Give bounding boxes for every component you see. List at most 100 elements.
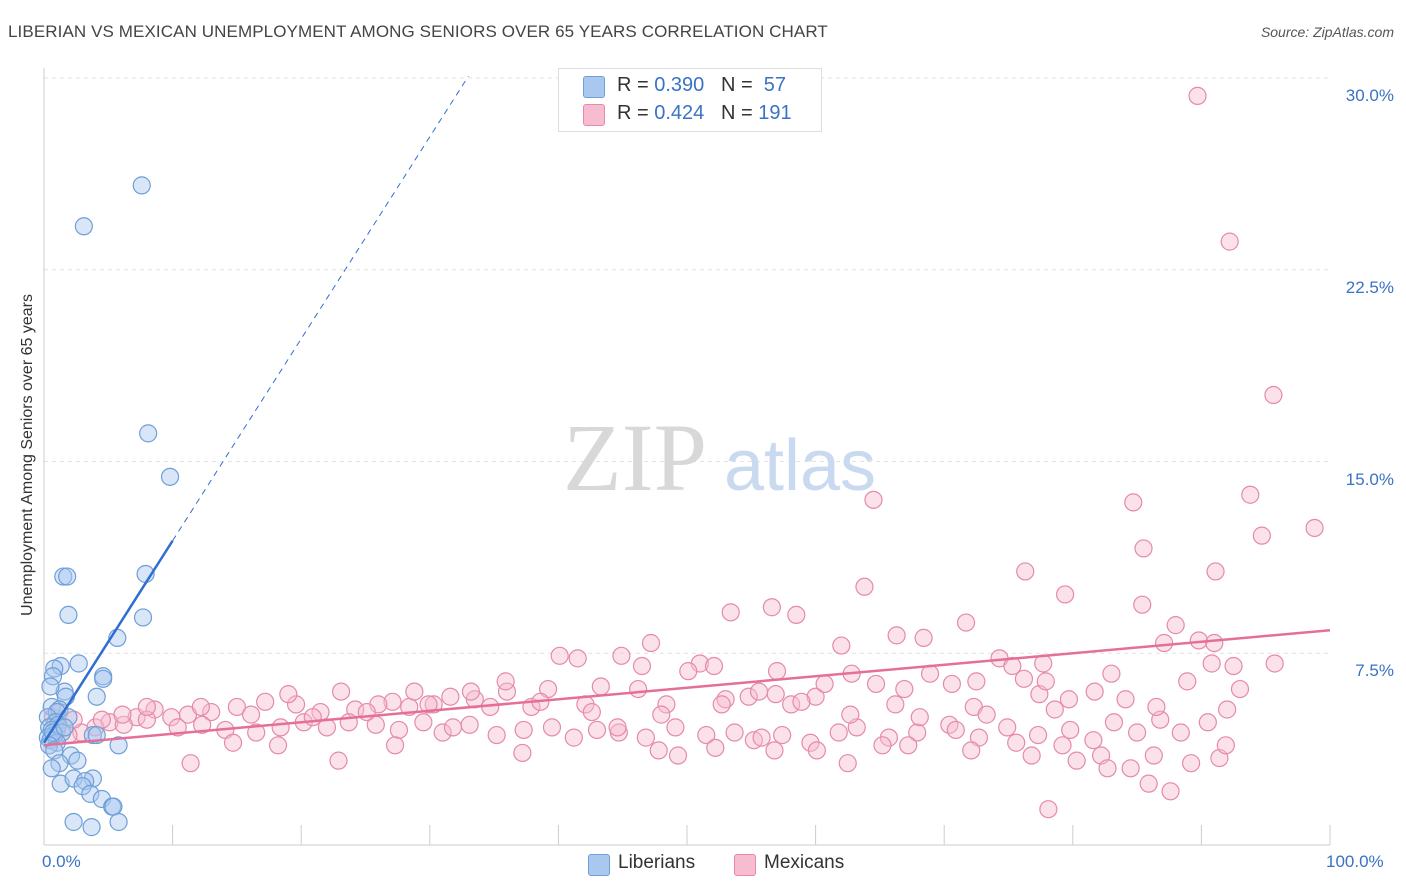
mexicans-point-179 (1053, 736, 1072, 755)
mexicans-point-163 (223, 733, 243, 752)
mexicans-point-138 (815, 674, 834, 694)
mexicans-point-1 (1220, 232, 1239, 251)
mexicans-point-8 (1134, 539, 1153, 558)
legend-r-label: R = (617, 102, 655, 124)
mexicans-point-111 (773, 725, 792, 745)
mexicans-point-11 (1055, 585, 1075, 604)
mexicans-point-29 (568, 649, 587, 668)
liberians-point-53 (104, 797, 123, 816)
mexicans-point-42 (1224, 656, 1243, 676)
mexicans-point-45 (1230, 679, 1250, 699)
liberians-point-44 (42, 759, 61, 778)
mexicans-point-169 (765, 741, 784, 760)
liberians-point-6 (58, 567, 77, 586)
x-tick-label-min: 0.0% (42, 852, 81, 871)
chart-title: LIBERIAN VS MEXICAN UNEMPLOYMENT AMONG S… (8, 22, 828, 41)
mexicans-point-53 (766, 685, 785, 704)
mexicans-point-27 (641, 633, 661, 653)
mexicans-point-71 (202, 702, 221, 722)
mexicans-point-33 (704, 656, 724, 676)
mexicans-point-6 (1252, 526, 1271, 545)
mexicans-point-171 (899, 736, 918, 755)
legend-r-label: R = (617, 74, 655, 96)
mexicans-point-10 (1206, 562, 1225, 581)
mexicans-point-70 (227, 697, 246, 717)
liberians-point-42 (68, 751, 87, 770)
mexicans-point-170 (838, 754, 857, 773)
mexicans-point-193 (1067, 751, 1086, 770)
mexicans-point-177 (1121, 759, 1140, 778)
mexicans-point-51 (806, 687, 825, 706)
mexicans-point-17 (787, 605, 806, 625)
mexicans-point-98 (433, 723, 452, 742)
liberians-trend-line (42, 540, 174, 744)
watermark-atlas: atlas (724, 426, 876, 506)
mexicans-point-109 (725, 723, 744, 742)
mexicans-point-86 (137, 710, 156, 729)
mexicans-point-147 (241, 705, 261, 724)
mexicans-point-68 (286, 695, 306, 714)
mexicans-point-154 (652, 705, 671, 724)
legend-n-value: 191 (758, 102, 792, 124)
liberians-point-41 (109, 736, 128, 755)
mexicans-point-18 (1166, 616, 1185, 635)
mexicans-point-121 (1061, 720, 1080, 740)
mexicans-point-153 (582, 702, 601, 722)
mexicans-point-41 (1102, 664, 1121, 683)
legend-swatch-mexicans (583, 104, 605, 126)
mexicans-point-104 (587, 720, 607, 740)
legend: R = 0.390 N = 57 R = 0.424 N = 191 (558, 68, 822, 132)
mexicans-point-3 (864, 490, 883, 509)
mexicans-point-133 (496, 672, 515, 691)
mexicans-point-144 (137, 697, 156, 717)
mexicans-point-43 (1202, 654, 1221, 673)
mexicans-point-139 (895, 679, 914, 699)
mexicans-point-108 (697, 725, 716, 745)
mexicans-point-178 (1098, 759, 1117, 778)
watermark-zip: ZIP (563, 404, 707, 511)
legend-text-liberians: R = 0.390 N = 57 (617, 74, 786, 97)
mexicans-point-7 (1124, 493, 1143, 512)
liberians-point-56 (109, 812, 128, 832)
mexicans-point-129 (279, 685, 298, 704)
mexicans-point-103 (564, 728, 583, 747)
mexicans-point-73 (162, 708, 181, 727)
mexicans-point-56 (657, 695, 676, 714)
mexicans-point-195 (1182, 754, 1201, 773)
mexicans-point-160 (1045, 700, 1064, 719)
liberians-point-35 (55, 718, 74, 737)
mexicans-point-99 (460, 715, 479, 734)
mexicans-point-128 (1218, 700, 1237, 719)
mexicans-point-9 (1016, 562, 1035, 581)
mexicans-point-180 (1139, 774, 1158, 793)
mexicans-point-69 (256, 692, 275, 711)
mexicans-point-87 (168, 718, 187, 737)
liberians-point-50 (81, 784, 100, 803)
mexicans-point-161 (1116, 690, 1135, 709)
mexicans-point-122 (1084, 731, 1103, 750)
y-tick-label-2: 22.5% (1345, 277, 1394, 297)
mexicans-point-150 (419, 695, 438, 714)
mexicans-point-44 (1265, 654, 1284, 673)
mexicans-point-106 (636, 728, 655, 747)
mexicans-point-130 (331, 682, 351, 701)
legend-r-value: 0.424 (654, 102, 705, 124)
legend-n-label: N = (720, 74, 759, 96)
mexicans-point-20 (887, 626, 906, 645)
mexicans-point-62 (424, 695, 443, 714)
mexicans-point-143 (1147, 697, 1166, 717)
mexicans-point-141 (1036, 672, 1055, 691)
mexicans-point-15 (1133, 595, 1152, 614)
mexicans-point-123 (1104, 713, 1124, 732)
mexicans-point-175 (1144, 746, 1163, 765)
mexicans-point-164 (268, 736, 288, 755)
legend-text-mexicans: R = 0.424 N = 191 (617, 102, 792, 125)
legend-n-label: N = (720, 102, 759, 124)
mexicans-point-132 (461, 682, 481, 701)
bottom-legend-label-liberians: Liberians (618, 852, 696, 873)
mexicans-point-107 (666, 718, 685, 737)
mexicans-point-183 (181, 754, 200, 773)
mexicans-point-119 (998, 718, 1017, 737)
liberians-point-12 (69, 654, 88, 673)
